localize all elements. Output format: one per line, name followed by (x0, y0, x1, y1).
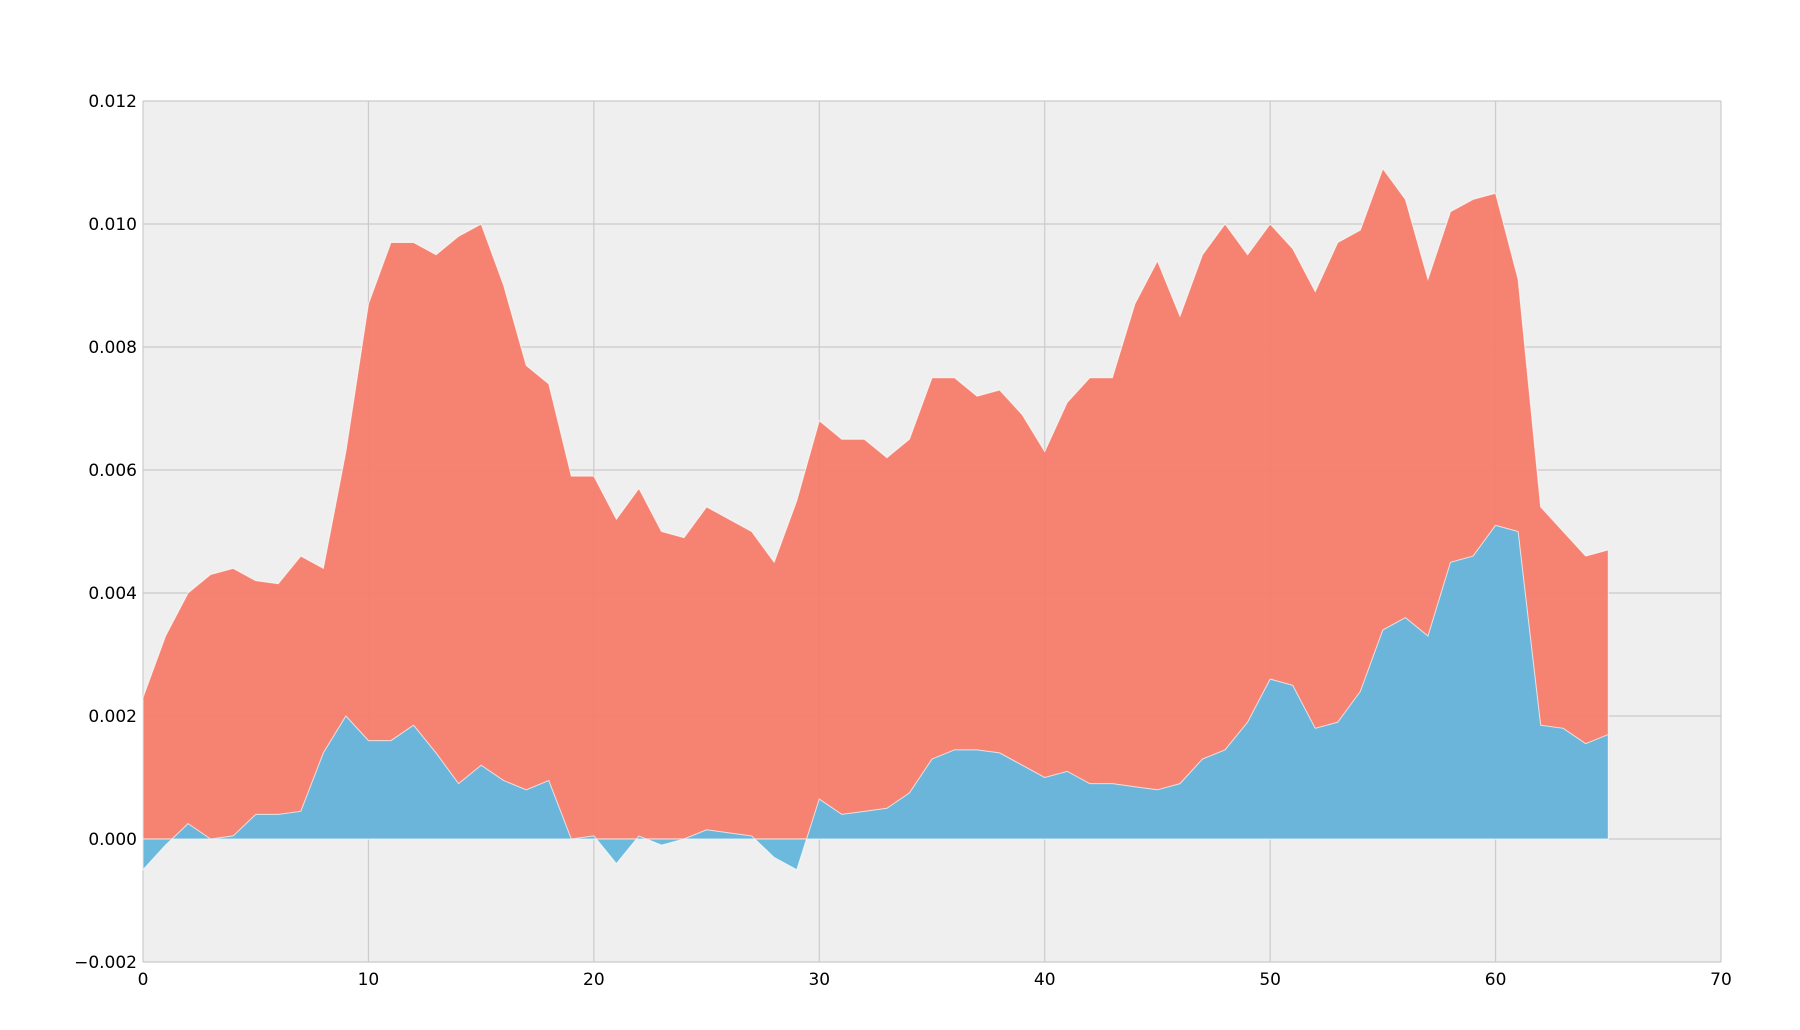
y-tick-label: 0.008 (88, 338, 137, 358)
area-series-1 (142, 167, 1609, 840)
y-tick-label: −0.002 (74, 953, 137, 973)
x-tick-label: 10 (358, 970, 380, 990)
y-tick-label: 0.006 (88, 461, 137, 481)
y-tick-label: 0.010 (88, 215, 137, 235)
x-tick-label: 0 (138, 970, 149, 990)
x-tick-label: 70 (1710, 970, 1732, 990)
y-tick-label: 0.004 (88, 584, 137, 604)
y-tick-label: 0.002 (88, 707, 137, 727)
area-series-2 (142, 524, 1609, 872)
y-tick-label: 0.000 (88, 830, 137, 850)
y-axis-tick-labels: −0.002 0.000 0.002 0.004 0.006 0.008 0.010 0.01… (74, 92, 137, 973)
x-tick-label: 20 (583, 970, 605, 990)
area-series (142, 167, 1609, 872)
y-tick-label: 0.012 (88, 92, 137, 112)
x-axis-tick-labels: 0 10 20 30 40 50 60 70 (138, 970, 1732, 990)
x-tick-label: 60 (1485, 970, 1507, 990)
x-tick-label: 30 (808, 970, 830, 990)
x-tick-label: 50 (1259, 970, 1281, 990)
x-tick-label: 40 (1034, 970, 1056, 990)
